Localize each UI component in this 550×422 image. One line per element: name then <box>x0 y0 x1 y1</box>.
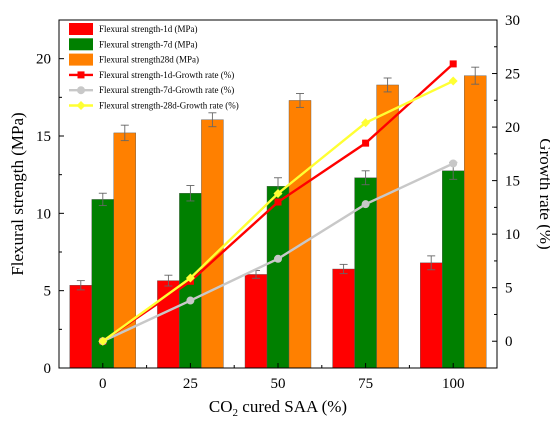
legend-swatch-bar-2 <box>69 38 93 51</box>
growth-point-s3-50 <box>273 188 283 198</box>
bar-s1-0 <box>69 285 93 369</box>
x-tick-label: 100 <box>442 376 465 392</box>
legend-label: Flexural strength-7d (MPa) <box>99 39 197 49</box>
bar-s1-100 <box>420 262 443 369</box>
legend-swatch-marker-1 <box>77 71 85 79</box>
y-tick-label-right: 30 <box>505 13 520 29</box>
bar-s3-25 <box>201 119 224 369</box>
bar-s3-75 <box>376 84 399 369</box>
growth-point-s3-75 <box>361 118 371 128</box>
growth-point-s2-100 <box>449 159 458 168</box>
y-tick-label-left: 20 <box>36 52 51 68</box>
bar-s1-75 <box>332 268 355 369</box>
legend: Flexural strength-1d (MPa) Flexural stren… <box>69 23 239 111</box>
growth-lines-layer <box>98 60 458 346</box>
axes-layer: 0 5 10 15 20 0 5 10 15 20 25 30 0 25 50 75 100 <box>36 13 520 392</box>
legend-label: Flexural strength-1d (MPa) <box>99 24 197 34</box>
y-tick-label-right: 25 <box>505 67 520 83</box>
bar-s3-100 <box>464 75 487 369</box>
legend-swatch-bar-3 <box>69 53 93 66</box>
growth-point-s3-25 <box>185 273 195 283</box>
x-tick-label: 75 <box>358 376 373 392</box>
legend-swatch-bar-1 <box>69 23 93 35</box>
legend-label: Flexural strength-28d-Growth rate (%) <box>99 101 239 111</box>
legend-label: Flexural strength28d (MPa) <box>99 55 199 65</box>
y-tick-label-right: 20 <box>505 120 520 136</box>
y-tick-label-right: 5 <box>505 281 513 297</box>
growth-point-s1-100 <box>449 60 457 68</box>
x-axis-title-post: cured SAA (%) <box>238 397 347 416</box>
bar-s2-100 <box>442 170 465 369</box>
y-tick-label-left: 5 <box>44 284 52 300</box>
y-tick-label-right: 10 <box>505 227 520 243</box>
growth-point-s2-25 <box>186 296 195 305</box>
growth-point-s3-0 <box>98 336 108 346</box>
bar-s3-50 <box>288 100 312 369</box>
x-axis-title: CO2 cured SAA (%) <box>209 397 347 419</box>
y-tick-label-left: 0 <box>44 361 52 377</box>
bar-s2-50 <box>266 186 290 369</box>
y-tick-label-right: 0 <box>505 334 513 350</box>
x-tick-label: 50 <box>271 376 286 392</box>
legend-label: Flexural strength-7d-Growth rate (%) <box>99 85 234 95</box>
x-tick-label: 0 <box>99 376 107 392</box>
x-axis-title-pre: CO <box>209 397 233 416</box>
bar-s1-50 <box>244 274 268 369</box>
legend-swatch-marker-3 <box>76 101 86 110</box>
x-axis-title-sub: 2 <box>233 407 239 419</box>
y-axis-title-left: Flexural strength (MPa) <box>8 112 27 275</box>
x-tick-label: 25 <box>183 376 198 392</box>
growth-point-s1-75 <box>362 139 370 147</box>
growth-point-s3-100 <box>448 76 458 86</box>
bars-layer <box>69 75 487 369</box>
y-tick-label-left: 15 <box>36 129 51 145</box>
y-axis-title-right: Growth rate (%) <box>536 138 550 249</box>
y-tick-label-left: 10 <box>36 206 51 222</box>
growth-point-s1-50 <box>274 198 282 206</box>
legend-swatch-marker-2 <box>77 86 85 95</box>
growth-point-s2-75 <box>361 200 370 209</box>
legend-label: Flexural strength-1d-Growth rate (%) <box>99 70 234 80</box>
growth-point-s2-50 <box>274 254 282 263</box>
y-tick-label-right: 15 <box>505 174 520 190</box>
